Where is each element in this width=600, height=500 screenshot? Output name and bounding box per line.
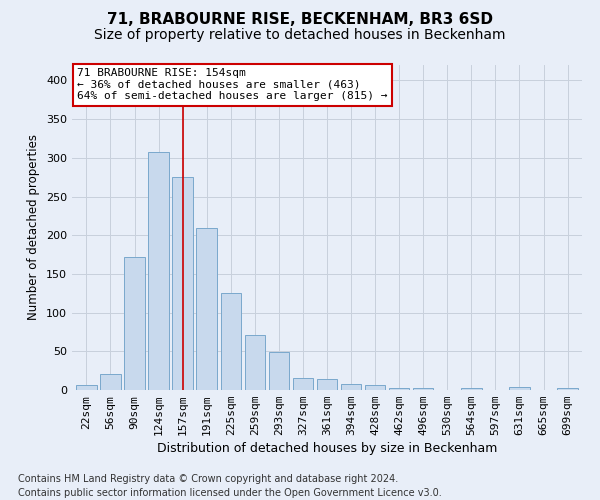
Bar — [389, 388, 409, 390]
Bar — [172, 177, 193, 390]
Bar — [317, 379, 337, 390]
Bar — [148, 152, 169, 390]
Bar — [269, 352, 289, 390]
Bar — [509, 387, 530, 390]
Bar — [365, 384, 385, 390]
Bar — [221, 292, 241, 390]
Text: Size of property relative to detached houses in Beckenham: Size of property relative to detached ho… — [94, 28, 506, 42]
Bar — [124, 257, 145, 390]
Bar — [76, 384, 97, 390]
Bar — [100, 374, 121, 390]
Text: Contains HM Land Registry data © Crown copyright and database right 2024.
Contai: Contains HM Land Registry data © Crown c… — [18, 474, 442, 498]
Bar — [557, 388, 578, 390]
Text: 71, BRABOURNE RISE, BECKENHAM, BR3 6SD: 71, BRABOURNE RISE, BECKENHAM, BR3 6SD — [107, 12, 493, 28]
Text: 71 BRABOURNE RISE: 154sqm
← 36% of detached houses are smaller (463)
64% of semi: 71 BRABOURNE RISE: 154sqm ← 36% of detac… — [77, 68, 388, 102]
Bar — [413, 388, 433, 390]
Bar — [341, 384, 361, 390]
Bar — [461, 388, 482, 390]
Bar — [293, 378, 313, 390]
X-axis label: Distribution of detached houses by size in Beckenham: Distribution of detached houses by size … — [157, 442, 497, 456]
Bar — [196, 228, 217, 390]
Y-axis label: Number of detached properties: Number of detached properties — [28, 134, 40, 320]
Bar — [245, 335, 265, 390]
